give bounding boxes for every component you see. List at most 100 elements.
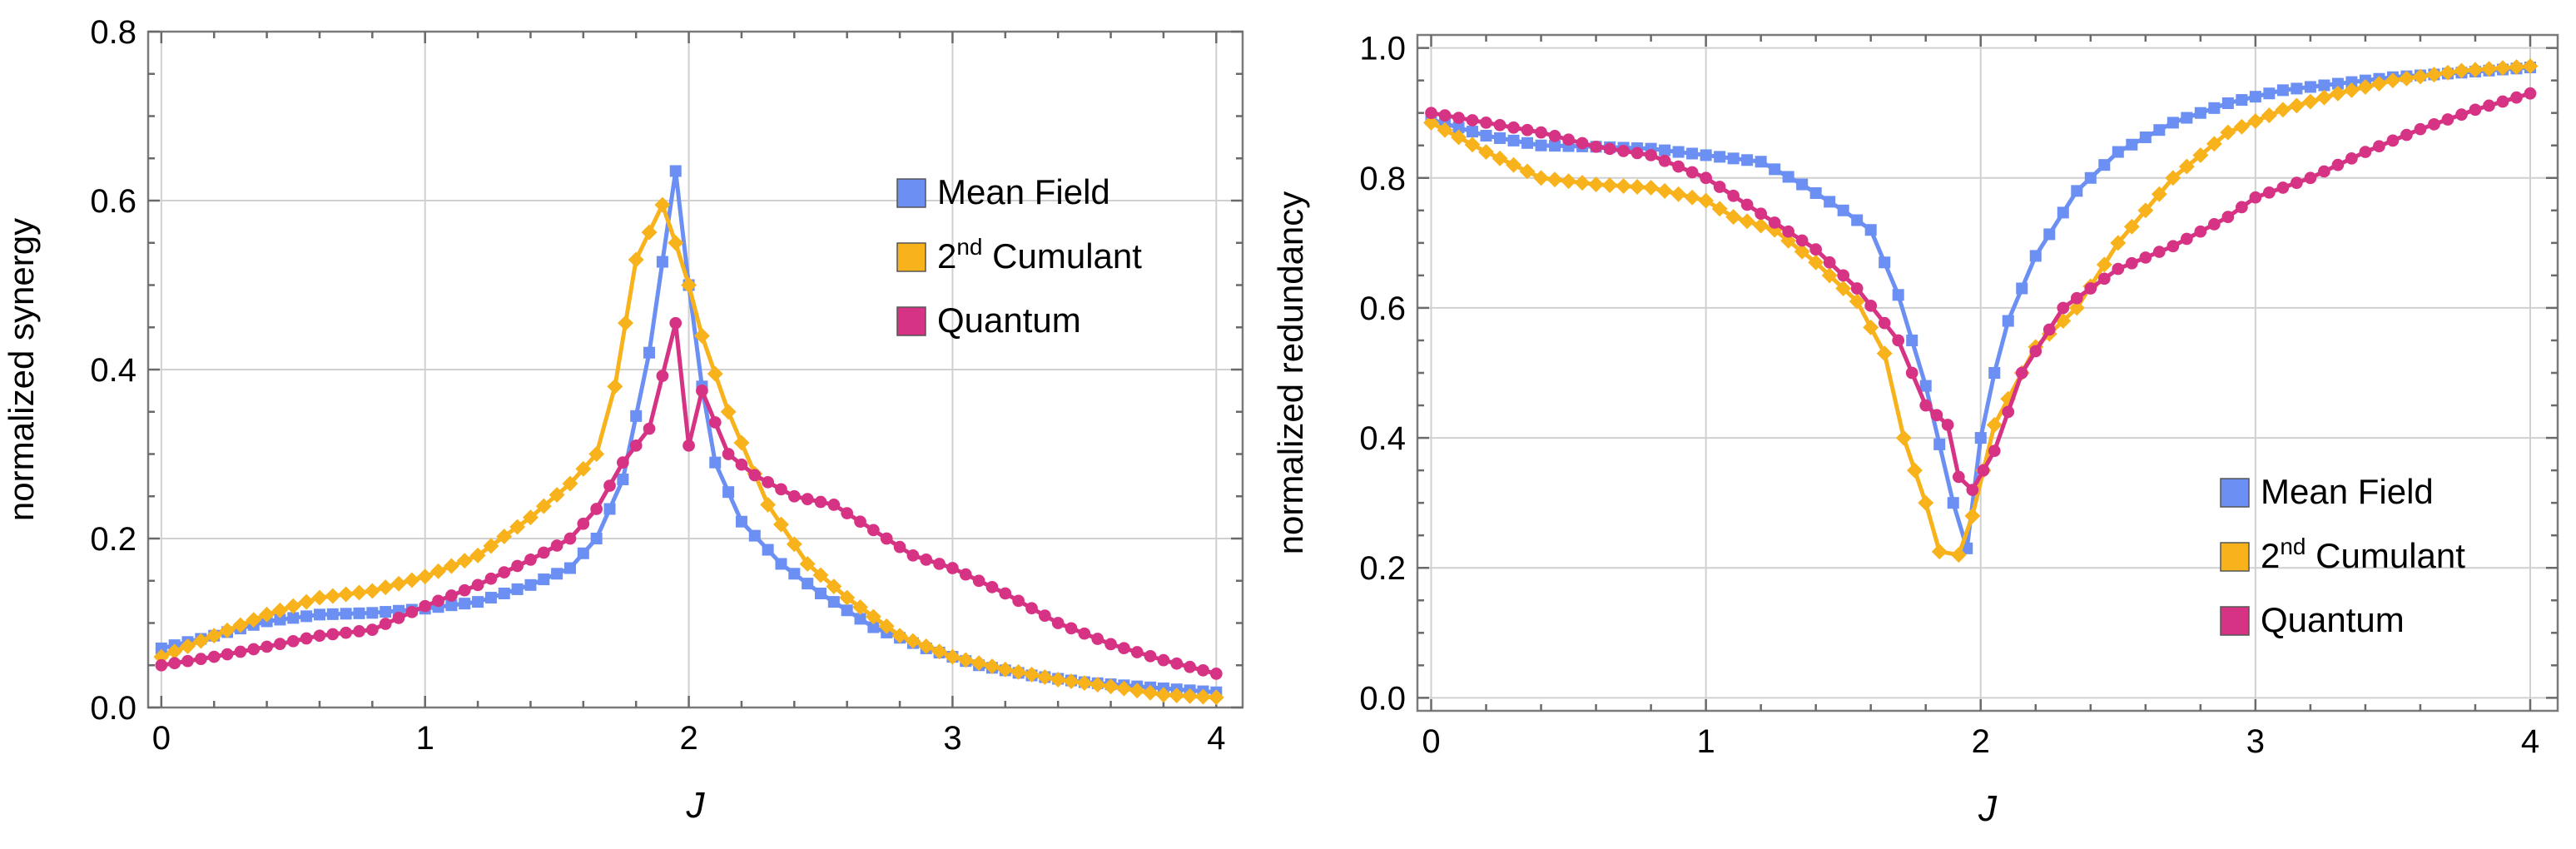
data-point (1012, 594, 1025, 608)
gridlines (148, 31, 1243, 708)
y-tick-label: 0.4 (90, 352, 136, 389)
x-tick-label: 1 (1697, 723, 1715, 760)
data-point (498, 587, 510, 599)
legend-item: Quantum (896, 300, 1081, 340)
data-point (2318, 79, 2330, 92)
data-point (1038, 609, 1051, 622)
data-point (300, 632, 313, 645)
data-point (801, 493, 814, 505)
data-point (1130, 646, 1144, 658)
data-point (380, 606, 392, 618)
data-point (1795, 234, 1809, 247)
series-cumulant (1423, 58, 2539, 564)
data-point (760, 496, 777, 513)
data-point (458, 583, 471, 597)
legend-item: Mean Field (896, 172, 1110, 211)
data-point (2192, 146, 2209, 163)
data-point (1782, 225, 1795, 238)
data-point (787, 489, 801, 503)
data-point (1930, 409, 1943, 422)
legend-item: Mean Field (2220, 472, 2434, 511)
y-tick-label: 0.2 (90, 521, 136, 558)
data-point (643, 346, 656, 359)
data-point (2098, 159, 2111, 171)
data-point (905, 633, 921, 649)
data-point (1837, 204, 1849, 216)
data-point (247, 643, 261, 656)
data-point (2126, 138, 2138, 151)
data-point (232, 617, 249, 633)
data-point (511, 583, 524, 595)
data-point (588, 446, 605, 462)
data-point (1025, 602, 1038, 615)
data-point (2385, 72, 2401, 89)
data-point (1574, 175, 1591, 191)
data-point (274, 638, 286, 650)
data-point (1824, 196, 1836, 208)
data-point (1725, 209, 1742, 226)
data-point (2125, 256, 2138, 270)
data-point (1519, 163, 1536, 180)
data-point (1561, 173, 1577, 190)
data-point (221, 648, 234, 661)
x-axis-label: J (686, 785, 706, 826)
data-point (353, 625, 365, 638)
data-point (285, 598, 301, 614)
data-point (2137, 202, 2154, 219)
data-point (2357, 79, 2374, 95)
data-point (2454, 62, 2469, 79)
data-point (1768, 216, 1781, 229)
data-point (2236, 201, 2248, 214)
data-point (2208, 102, 2221, 114)
data-point (1576, 137, 1589, 150)
data-point (2055, 313, 2072, 329)
data-point (1438, 109, 1452, 122)
data-point (1142, 684, 1159, 701)
data-point (867, 524, 880, 537)
data-point (2345, 76, 2358, 88)
data-point (1616, 178, 1632, 194)
data-point (1672, 146, 1685, 158)
data-point (1863, 319, 1879, 335)
data-point (775, 483, 787, 496)
data-point (1494, 132, 1506, 144)
data-point (1645, 149, 1657, 161)
data-point (2207, 218, 2221, 231)
data-point (537, 546, 550, 559)
data-point (607, 378, 623, 395)
data-point (802, 578, 814, 590)
data-point (630, 410, 643, 422)
data-point (1739, 213, 1755, 230)
data-point (287, 612, 300, 624)
data-point (1656, 182, 1673, 199)
data-point (2398, 70, 2415, 87)
data-point (1713, 181, 1726, 193)
data-point (707, 365, 723, 382)
data-point (1118, 642, 1130, 655)
data-point (669, 316, 682, 330)
data-point (181, 654, 194, 668)
data-point (234, 645, 247, 658)
data-point (2178, 158, 2195, 175)
data-point (1208, 689, 1224, 706)
data-point (155, 642, 167, 654)
data-point (2029, 345, 2042, 358)
data-point (2112, 262, 2125, 276)
data-point (1506, 156, 1521, 173)
data-point (1895, 429, 1912, 446)
data-point (496, 529, 513, 544)
data-point (1769, 163, 1781, 176)
data-point (2291, 176, 2303, 189)
data-point (854, 515, 866, 529)
data-point (2153, 124, 2166, 137)
data-point (2331, 158, 2345, 171)
data-point (311, 589, 328, 606)
data-point (286, 634, 300, 648)
data-point (445, 589, 458, 602)
data-point (891, 628, 908, 644)
data-point (1024, 666, 1040, 683)
data-point (999, 587, 1012, 600)
data-point (1630, 146, 1644, 160)
data-point (984, 658, 1000, 674)
data-point (1700, 149, 1712, 161)
